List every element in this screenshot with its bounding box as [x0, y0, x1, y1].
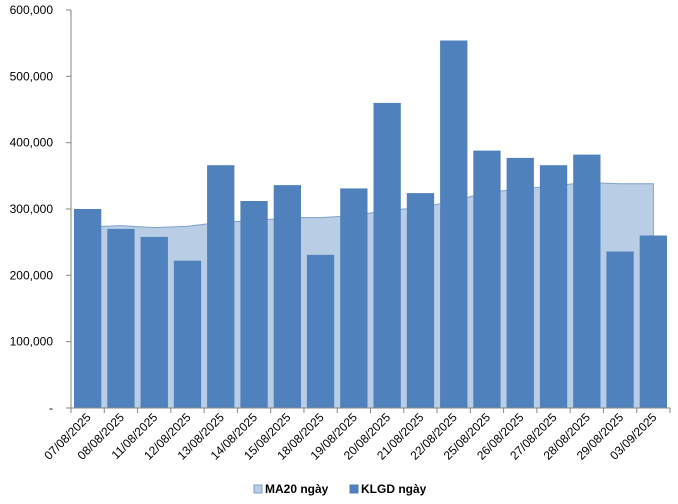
y-tick-label: - [49, 401, 53, 415]
ma20-area-layer [87, 181, 654, 409]
bar-28-08-2025 [573, 154, 601, 408]
bar-03-09-2025 [639, 235, 667, 408]
legend-label-klgd: KLGD ngày [361, 482, 427, 496]
bar-11-08-2025 [140, 236, 168, 408]
bar-12-08-2025 [173, 260, 202, 408]
bar-29-08-2025 [606, 251, 634, 408]
bar-25-08-2025 [473, 150, 501, 408]
volume-bar-layer [74, 40, 667, 409]
bar-08-08-2025 [107, 228, 135, 408]
bar-14-08-2025 [240, 201, 268, 408]
y-tick-label: 400,000 [10, 136, 54, 150]
legend-label-ma20: MA20 ngày [265, 482, 329, 496]
y-tick-label: 500,000 [10, 69, 54, 83]
y-tick-label: 200,000 [10, 268, 54, 282]
y-tick-label: 100,000 [10, 335, 54, 349]
y-tick-label: 300,000 [10, 202, 54, 216]
bar-20-08-2025 [373, 102, 401, 409]
y-tick-label: 600,000 [10, 3, 54, 17]
bar-22-08-2025 [440, 40, 468, 408]
bar-26-08-2025 [506, 157, 534, 408]
bar-07-08-2025 [74, 209, 102, 408]
bar-27-08-2025 [539, 165, 568, 408]
bar-13-08-2025 [207, 165, 235, 408]
ma20-area [87, 182, 654, 408]
legend-swatch-ma20 [253, 484, 263, 494]
bar-19-08-2025 [340, 188, 368, 408]
bar-21-08-2025 [406, 193, 435, 408]
bar-18-08-2025 [306, 254, 335, 408]
chart-legend: MA20 ngày KLGD ngày [253, 482, 427, 496]
bar-15-08-2025 [273, 185, 301, 408]
legend-swatch-klgd [349, 484, 359, 494]
